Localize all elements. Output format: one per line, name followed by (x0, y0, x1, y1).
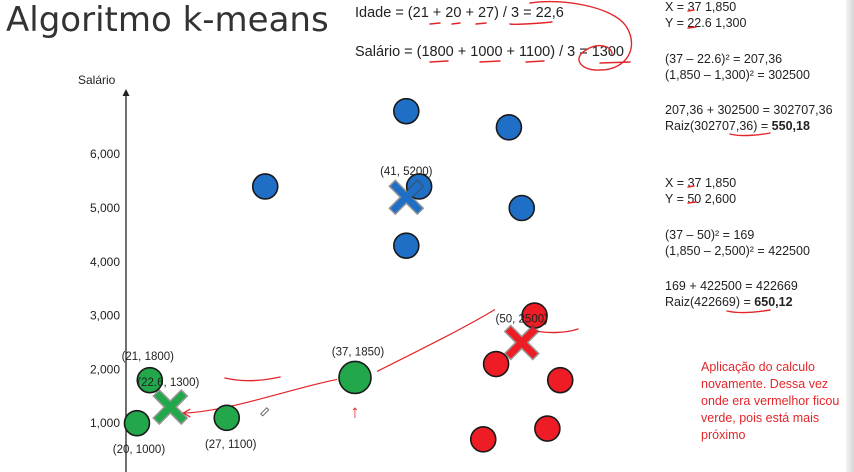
ink-arrow-from-red (376, 308, 496, 373)
red-centroid-marker (505, 326, 538, 359)
calc2-sum: 169 + 422500 = 422669 (665, 279, 798, 293)
point-label: (20, 1000) (113, 444, 166, 456)
reassignment-note: Aplicação do calculo novamente. Dessa ve… (701, 360, 840, 442)
calc2-root-prefix: Raiz(422669) = (665, 295, 755, 309)
calc2-x: X = 37 1,850 (665, 176, 737, 190)
calc2-y: Y = 50 2,600 (665, 192, 737, 206)
point-label: (27, 1100) (205, 439, 257, 451)
ink-mark-x2 (687, 185, 697, 204)
blue-centroid-marker (390, 181, 423, 214)
blue-centroid-label: (41, 5200) (380, 166, 433, 178)
calc2-square-y: (1,850 – 2,500)² = 422500 (665, 244, 810, 258)
window-edge (846, 0, 854, 472)
ink-mark-x1 (687, 9, 697, 29)
pencil-cursor-icon (260, 407, 270, 417)
y-tick-label: 6,000 (90, 147, 120, 161)
red-data-point (469, 426, 497, 453)
y-tick-label: 5,000 (90, 201, 120, 215)
calc1-root-prefix: Raiz(302707,36) = (665, 119, 772, 133)
ink-underline-root1 (729, 132, 771, 137)
blue-data-point (495, 114, 523, 141)
ink-underline-label-22 (224, 376, 281, 382)
blue-data-point (393, 97, 420, 125)
calc1-root-value: 550,18 (771, 119, 810, 133)
ink-circle-mean (529, 0, 633, 71)
blue-data-point (393, 232, 420, 259)
blue-data-point (508, 194, 536, 222)
calc2-square-x: (37 – 50)² = 169 (665, 228, 755, 242)
calc2-root-value: 650,12 (754, 295, 793, 309)
ink-arrow-mark: ↑ (351, 401, 360, 421)
green-centroid-marker (154, 391, 187, 424)
green-data-point (136, 366, 164, 394)
calc1-square-y: (1,850 – 1,300)² = 302500 (665, 68, 810, 82)
ink-underline-age (429, 21, 553, 25)
y-tick-label: 4,000 (90, 255, 120, 269)
green-data-point (338, 360, 372, 395)
calc1-x: X = 37 1,850 (665, 0, 737, 14)
y-axis-label: Salário (78, 73, 116, 87)
age-mean-formula: Idade = (21 + 20 + 27) / 3 = 22,6 (355, 5, 564, 21)
slide-title: Algoritmo k-means (6, 0, 329, 40)
y-tick-label: 1,000 (90, 416, 120, 430)
ink-annotations (224, 0, 771, 382)
red-centroid-label: (50, 2500) (496, 314, 549, 326)
ink-arrow-to-green (184, 378, 338, 414)
calc1-y: Y = 22.6 1,300 (665, 16, 747, 30)
point-label: (21, 1800) (122, 351, 175, 363)
red-data-point (546, 366, 574, 394)
salary-mean-formula: Salário = (1800 + 1000 + 1100) / 3 = 130… (355, 44, 624, 60)
calc1-root: Raiz(302707,36) = 550,18 (665, 119, 810, 134)
calc1-sum: 207,36 + 302500 = 302707,36 (665, 103, 833, 117)
point-label: (37, 1850) (332, 346, 385, 358)
red-data-point (534, 415, 561, 442)
ink-underline-root2 (726, 309, 771, 314)
calc2-root: Raiz(422669) = 650,12 (665, 295, 793, 310)
green-data-point (213, 404, 241, 432)
green-data-point (123, 409, 151, 437)
blue-data-point (251, 173, 279, 200)
green-centroid-label: (22.6, 1300) (137, 377, 199, 389)
calc1-square-x: (37 – 22.6)² = 207,36 (665, 52, 783, 66)
y-tick-label: 3,000 (90, 309, 120, 323)
red-data-point (482, 350, 510, 378)
ink-underline-salary (429, 60, 631, 64)
y-tick-label: 2,000 (90, 362, 120, 376)
y-axis-arrow (122, 89, 130, 96)
